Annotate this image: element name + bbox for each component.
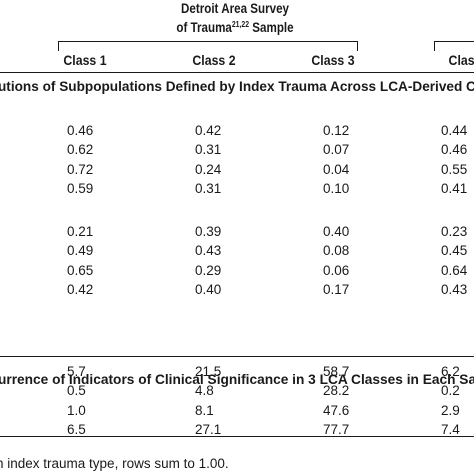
table-cell: 0.59 <box>67 180 94 196</box>
table-cell: 47.6 <box>323 402 350 418</box>
table-cell: 0.39 <box>195 224 222 239</box>
table-cell: 0.21 <box>67 224 94 239</box>
table-cell: 0.43 <box>195 243 222 259</box>
table-cell: 0.46 <box>67 123 94 138</box>
table-cell: 21.5 <box>195 364 222 379</box>
table-cell: 2.9 <box>441 402 460 418</box>
survey-title: Detroit Area Survey of Trauma21,22 Sampl… <box>145 1 326 36</box>
table-cell: 0.29 <box>195 262 222 278</box>
table-cell: 0.08 <box>323 243 350 259</box>
table-cell: 4.8 <box>195 383 214 399</box>
column-group-bracket <box>58 41 358 51</box>
table-cell: 27.1 <box>195 421 222 437</box>
table-cell: 0.43 <box>441 281 468 297</box>
table-cell: 0.31 <box>195 142 222 158</box>
survey-title-line2: of Trauma21,22 Sample <box>145 17 326 36</box>
table-cell: 0.40 <box>323 224 350 239</box>
table-cell: 6.2 <box>441 364 460 379</box>
column-header-class-1: Class 1 <box>63 52 107 68</box>
table-cell: 0.07 <box>323 142 350 158</box>
table-cell: 0.40 <box>195 281 222 297</box>
section-heading-indicators: urrence of Indicators of Clinical Signif… <box>0 371 474 387</box>
table-cell: 0.41 <box>441 180 468 196</box>
column-group-bracket-right <box>434 41 474 51</box>
table-cell: 0.10 <box>323 180 350 196</box>
table-cell: 0.12 <box>323 123 350 138</box>
section-heading-distributions: utions of Subpopulations Defined by Inde… <box>0 78 474 94</box>
header-rule <box>0 72 474 73</box>
table-cell: 0.44 <box>441 123 468 138</box>
table-cell: 0.24 <box>195 161 222 177</box>
column-header-class-3: Class 3 <box>311 52 355 68</box>
table-cell: 7.4 <box>441 421 460 437</box>
table-cell: 0.2 <box>441 383 460 399</box>
table-cell: 0.5 <box>67 383 86 399</box>
survey-title-suffix: Sample <box>249 20 294 35</box>
survey-title-line1: Detroit Area Survey <box>181 1 289 16</box>
table-cell: 0.04 <box>323 161 350 177</box>
column-header-class-4: Class <box>448 52 474 68</box>
table-cell: 0.46 <box>441 142 468 158</box>
table-cell: 0.23 <box>441 224 468 239</box>
citation-superscript: 21,22 <box>231 20 250 29</box>
table-cell: 0.42 <box>67 281 94 297</box>
table-bottom-rule <box>0 436 474 437</box>
table-cell: 0.42 <box>195 123 222 138</box>
table-cell: 0.49 <box>67 243 94 259</box>
table-cell: 0.45 <box>441 243 468 259</box>
column-header-class-2: Class 2 <box>192 52 236 68</box>
table-cell: 0.17 <box>323 281 350 297</box>
table-cell: 0.64 <box>441 262 468 278</box>
table-cell: 28.2 <box>323 383 350 399</box>
survey-title-prefix: of Trauma <box>176 20 232 35</box>
table-cell: 0.62 <box>67 142 94 158</box>
table-cell: 1.0 <box>67 402 86 418</box>
table-cell: 58.7 <box>323 364 350 379</box>
table-cell: 5.7 <box>67 364 86 379</box>
table-cell: 0.72 <box>67 161 94 177</box>
table-footnote: h index trauma type, rows sum to 1.00. <box>0 456 229 471</box>
table-cell: 0.55 <box>441 161 468 177</box>
table-cell: 0.06 <box>323 262 350 278</box>
table-cell: 0.65 <box>67 262 94 278</box>
table-cell: 8.1 <box>195 402 214 418</box>
table-cell: 0.31 <box>195 180 222 196</box>
section-rule <box>0 356 474 357</box>
table-cell: 6.5 <box>67 421 86 437</box>
table-cell: 77.7 <box>323 421 350 437</box>
